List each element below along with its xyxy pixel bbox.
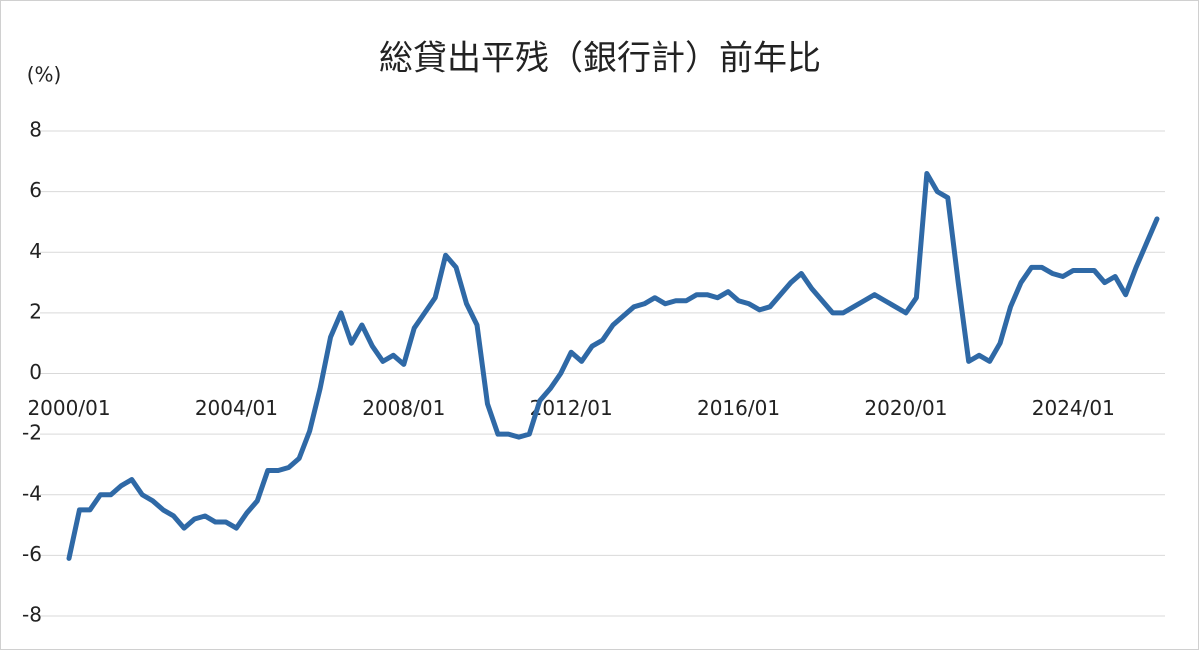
y-axis-label: (%) [27, 63, 62, 87]
x-tick-label: 2016/01 [697, 396, 780, 420]
y-tick-label: 6 [29, 178, 42, 202]
y-tick-label: 0 [29, 360, 42, 384]
y-tick-label: 8 [29, 118, 42, 142]
y-tick-label: -4 [22, 481, 42, 505]
y-tick-label: 4 [29, 239, 42, 263]
x-tick-label: 2008/01 [362, 396, 445, 420]
y-tick-label: -8 [22, 603, 42, 627]
x-tick-label: 2020/01 [864, 396, 947, 420]
y-tick-label: -6 [22, 542, 42, 566]
x-tick-label: 2024/01 [1032, 396, 1115, 420]
data-line [66, 170, 1160, 561]
chart-title: 総貸出平残（銀行計）前年比 [379, 39, 821, 79]
x-tick-label: 2000/01 [27, 396, 110, 420]
y-tick-label: 2 [29, 299, 42, 323]
x-tick-label: 2004/01 [195, 396, 278, 420]
y-tick-label: -2 [22, 421, 42, 445]
